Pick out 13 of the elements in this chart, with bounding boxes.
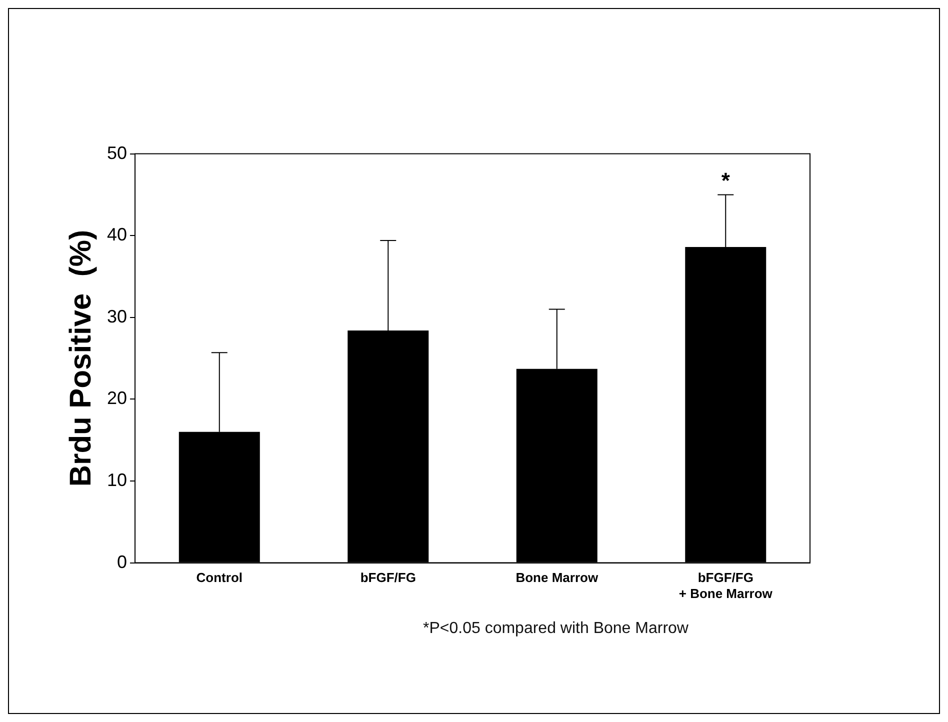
x-tick-label: Control: [196, 570, 243, 586]
x-tick-label: Bone Marrow: [516, 570, 599, 586]
y-tick-label: 0: [117, 552, 128, 572]
y-tick-label: 30: [106, 306, 128, 326]
y-tick-label: 40: [106, 224, 128, 245]
y-tick-label: 50: [106, 142, 128, 163]
x-tick-label: bFGF/FG + Bone Marrow: [678, 570, 774, 601]
text: *P<0.05 compared with Bone Marrow: [423, 620, 688, 638]
x-tick-label: bFGF/FG: [360, 570, 416, 586]
y-tick-label: 10: [106, 470, 128, 490]
annotation: *: [721, 168, 730, 193]
y-axis-title: Brdu Positive (%): [64, 230, 98, 487]
y-tick-label: 20: [106, 388, 128, 408]
